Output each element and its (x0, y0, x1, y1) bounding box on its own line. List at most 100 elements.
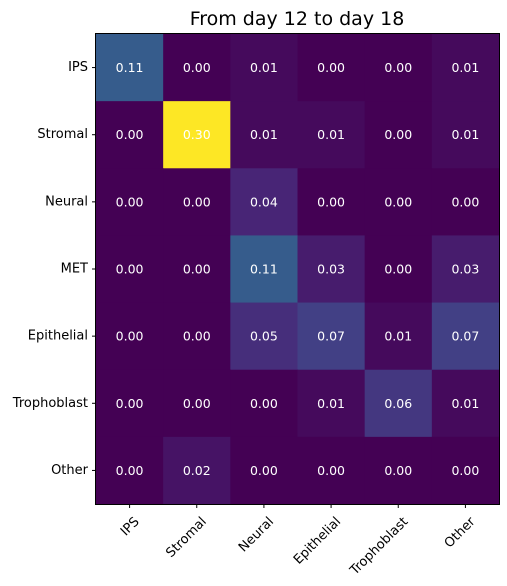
cell-value-label-3-3: 0.03 (317, 262, 345, 277)
heatmap-cell-3-1 (163, 235, 231, 304)
y-tick-label-3: MET (61, 262, 88, 277)
x-tick-label-0: IPS (118, 514, 143, 539)
cell-value-label-5-4: 0.06 (384, 396, 412, 411)
heatmap-cell-5-0 (96, 369, 164, 438)
heatmap-cell-1-3 (297, 101, 366, 169)
cell-value-label-0-0: 0.11 (116, 60, 144, 75)
heatmap-cell-1-0 (96, 101, 164, 169)
cell-value-label-3-5: 0.03 (451, 262, 479, 277)
heatmap-cell-0-3 (297, 34, 366, 102)
cell-value-label-1-3: 0.01 (317, 127, 345, 142)
cell-value-label-0-2: 0.01 (250, 60, 278, 75)
heatmap-cell-5-5 (431, 369, 500, 438)
heatmap-cell-5-2 (230, 369, 299, 438)
heatmap-cell-1-5 (431, 101, 500, 169)
heatmap-cell-0-5 (431, 34, 500, 102)
cell-value-label-3-1: 0.00 (183, 262, 211, 277)
y-tick-label-5: Trophoblast (12, 396, 88, 411)
heatmap-cell-3-4 (364, 235, 433, 304)
cell-value-label-4-3: 0.07 (317, 329, 345, 344)
x-tick-label-5: Other (442, 514, 479, 551)
cell-value-label-5-3: 0.01 (317, 396, 345, 411)
heatmap-cell-6-2 (230, 436, 299, 505)
cell-value-label-6-4: 0.00 (384, 463, 412, 478)
cell-value-label-6-1: 0.02 (183, 463, 211, 478)
heatmap-cell-2-4 (364, 168, 433, 237)
x-tick-label-1: Stromal (163, 514, 209, 560)
x-tick-label-3: Epithelial (291, 514, 344, 567)
heatmap-cell-5-1 (163, 369, 231, 438)
heatmap-cell-2-3 (297, 168, 366, 237)
chart-title: From day 12 to day 18 (190, 8, 405, 30)
heatmap-cell-1-1 (163, 101, 231, 169)
heatmap-cell-2-1 (163, 168, 231, 237)
cell-value-label-0-4: 0.00 (384, 60, 412, 75)
cell-value-label-4-5: 0.07 (451, 329, 479, 344)
heatmap-cell-4-0 (96, 302, 164, 371)
cell-value-label-3-4: 0.00 (384, 262, 412, 277)
heatmap-cell-3-2 (230, 235, 299, 304)
cell-value-label-6-3: 0.00 (317, 463, 345, 478)
cell-value-label-3-0: 0.00 (116, 262, 144, 277)
heatmap-cells (96, 34, 500, 505)
cell-value-label-5-2: 0.00 (250, 396, 278, 411)
cell-value-label-2-0: 0.00 (116, 194, 144, 209)
heatmap-cell-1-2 (230, 101, 299, 169)
heatmap-cell-4-1 (163, 302, 231, 371)
heatmap-cell-6-3 (297, 436, 366, 505)
cell-value-label-5-5: 0.01 (451, 396, 479, 411)
cell-value-label-0-5: 0.01 (451, 60, 479, 75)
heatmap-cell-4-5 (431, 302, 500, 371)
heatmap-cell-5-3 (297, 369, 366, 438)
cell-value-label-2-4: 0.00 (384, 194, 412, 209)
y-tick-label-2: Neural (45, 194, 88, 209)
x-tick-label-2: Neural (236, 514, 277, 555)
cell-value-label-3-2: 0.11 (250, 262, 278, 277)
heatmap-cell-4-2 (230, 302, 299, 371)
y-axis: IPS Stromal Neural MET Epithelial Trophoblast… (12, 60, 96, 478)
y-tick-label-0: IPS (68, 60, 88, 75)
x-tick-label-4: Trophoblast (347, 514, 411, 578)
x-axis: IPS Stromal Neural Epithelial Trophoblast Oth… (118, 504, 479, 579)
heatmap-cell-3-0 (96, 235, 164, 304)
y-tick-label-6: Other (51, 463, 89, 478)
cell-value-labels: 0.11 0.00 0.01 0.00 0.00 0.01 0.00 0.30 0.01 0.01… (116, 60, 480, 478)
cell-value-label-4-0: 0.00 (116, 329, 144, 344)
heatmap-cell-2-5 (431, 168, 500, 237)
cell-value-label-1-1: 0.30 (183, 127, 211, 142)
heatmap-cell-6-1 (163, 436, 231, 505)
heatmap-cell-4-3 (297, 302, 366, 371)
heatmap-cell-1-4 (364, 101, 433, 169)
cell-value-label-4-1: 0.00 (183, 329, 211, 344)
cell-value-label-5-0: 0.00 (116, 396, 144, 411)
cell-value-label-6-0: 0.00 (116, 463, 144, 478)
heatmap-cell-0-0 (96, 34, 164, 102)
cell-value-label-1-4: 0.00 (384, 127, 412, 142)
cell-value-label-4-2: 0.05 (250, 329, 278, 344)
heatmap-cell-6-4 (364, 436, 433, 505)
cell-value-label-5-1: 0.00 (183, 396, 211, 411)
heatmap-cell-2-2 (230, 168, 299, 237)
y-tick-label-1: Stromal (37, 127, 88, 142)
heatmap-cell-6-5 (431, 436, 500, 505)
heatmap-cell-4-4 (364, 302, 433, 371)
heatmap-cell-3-5 (431, 235, 500, 304)
cell-value-label-2-3: 0.00 (317, 194, 345, 209)
cell-value-label-2-2: 0.04 (250, 194, 278, 209)
cell-value-label-1-5: 0.01 (451, 127, 479, 142)
cell-value-label-1-2: 0.01 (250, 127, 278, 142)
cell-value-label-6-5: 0.00 (451, 463, 479, 478)
heatmap-cell-0-4 (364, 34, 433, 102)
cell-value-label-2-5: 0.00 (451, 194, 479, 209)
y-tick-label-4: Epithelial (28, 329, 88, 344)
heatmap-cell-0-2 (230, 34, 299, 102)
cell-value-label-4-4: 0.01 (384, 329, 412, 344)
cell-value-label-6-2: 0.00 (250, 463, 278, 478)
heatmap-cell-3-3 (297, 235, 366, 304)
cell-value-label-0-3: 0.00 (317, 60, 345, 75)
heatmap-cell-0-1 (163, 34, 231, 102)
cell-value-label-1-0: 0.00 (116, 127, 144, 142)
heatmap-cell-2-0 (96, 168, 164, 237)
cell-value-label-2-1: 0.00 (183, 194, 211, 209)
